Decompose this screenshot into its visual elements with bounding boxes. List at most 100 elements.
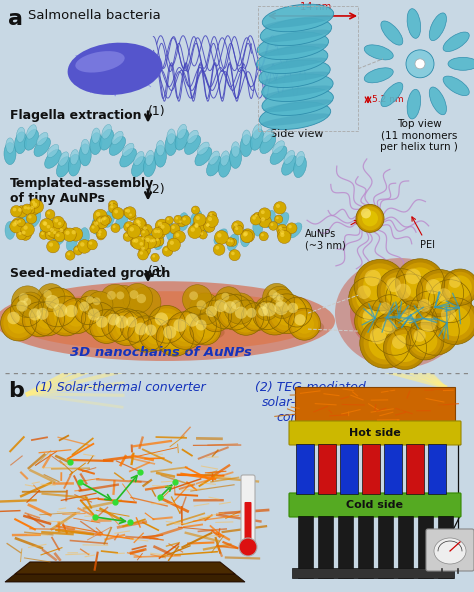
Bar bbox=[298, 516, 313, 578]
Ellipse shape bbox=[45, 150, 61, 168]
Circle shape bbox=[46, 295, 69, 319]
Ellipse shape bbox=[115, 214, 128, 230]
Ellipse shape bbox=[195, 147, 212, 166]
Circle shape bbox=[275, 302, 299, 326]
Ellipse shape bbox=[148, 318, 190, 337]
Circle shape bbox=[65, 250, 75, 260]
Circle shape bbox=[115, 316, 128, 329]
Circle shape bbox=[277, 227, 291, 241]
Circle shape bbox=[169, 314, 201, 346]
Circle shape bbox=[269, 221, 278, 230]
Circle shape bbox=[206, 306, 217, 317]
Circle shape bbox=[216, 246, 219, 250]
Circle shape bbox=[132, 239, 136, 243]
Ellipse shape bbox=[177, 124, 187, 139]
Text: (2): (2) bbox=[148, 183, 165, 196]
Circle shape bbox=[291, 311, 318, 338]
Circle shape bbox=[224, 301, 236, 314]
Ellipse shape bbox=[198, 142, 209, 155]
Circle shape bbox=[197, 300, 206, 310]
Circle shape bbox=[41, 232, 44, 235]
Circle shape bbox=[213, 244, 225, 255]
Circle shape bbox=[182, 285, 212, 314]
Circle shape bbox=[178, 307, 217, 345]
Circle shape bbox=[362, 210, 378, 226]
Circle shape bbox=[155, 228, 165, 239]
Circle shape bbox=[52, 216, 64, 229]
Circle shape bbox=[358, 207, 382, 230]
Ellipse shape bbox=[273, 141, 284, 154]
Circle shape bbox=[138, 223, 141, 227]
Circle shape bbox=[96, 212, 100, 216]
Ellipse shape bbox=[242, 130, 251, 145]
Circle shape bbox=[47, 211, 50, 214]
Ellipse shape bbox=[144, 155, 156, 176]
Circle shape bbox=[258, 298, 292, 332]
Circle shape bbox=[86, 296, 93, 304]
Ellipse shape bbox=[166, 324, 208, 343]
Circle shape bbox=[146, 325, 165, 345]
Circle shape bbox=[224, 302, 246, 323]
Circle shape bbox=[40, 218, 54, 232]
Circle shape bbox=[38, 288, 77, 327]
Circle shape bbox=[126, 224, 129, 227]
Circle shape bbox=[420, 317, 436, 332]
Circle shape bbox=[79, 301, 89, 311]
Circle shape bbox=[100, 284, 130, 314]
Circle shape bbox=[217, 233, 221, 237]
Text: Side view: Side view bbox=[270, 128, 324, 139]
Circle shape bbox=[210, 213, 212, 216]
Ellipse shape bbox=[178, 319, 220, 338]
Ellipse shape bbox=[74, 307, 106, 320]
Circle shape bbox=[22, 302, 57, 337]
Bar bbox=[296, 444, 314, 494]
Ellipse shape bbox=[154, 232, 164, 250]
Circle shape bbox=[395, 304, 435, 343]
Ellipse shape bbox=[262, 88, 333, 115]
Ellipse shape bbox=[101, 318, 139, 336]
Ellipse shape bbox=[260, 18, 332, 46]
Circle shape bbox=[39, 230, 48, 239]
Ellipse shape bbox=[100, 129, 114, 150]
Bar bbox=[406, 444, 424, 494]
Ellipse shape bbox=[178, 213, 189, 230]
Circle shape bbox=[98, 230, 101, 234]
Circle shape bbox=[125, 234, 128, 237]
Circle shape bbox=[357, 285, 371, 299]
Ellipse shape bbox=[79, 227, 90, 246]
Circle shape bbox=[65, 230, 70, 235]
Circle shape bbox=[261, 233, 264, 236]
Circle shape bbox=[109, 200, 118, 210]
Circle shape bbox=[166, 312, 204, 349]
Ellipse shape bbox=[15, 132, 27, 154]
Circle shape bbox=[233, 225, 243, 235]
Circle shape bbox=[260, 303, 267, 309]
Circle shape bbox=[288, 303, 298, 313]
Text: Hot side: Hot side bbox=[349, 428, 401, 438]
Circle shape bbox=[92, 312, 121, 341]
Circle shape bbox=[102, 215, 111, 224]
Circle shape bbox=[127, 224, 141, 238]
Circle shape bbox=[97, 232, 105, 240]
Circle shape bbox=[150, 237, 161, 247]
Circle shape bbox=[178, 219, 186, 227]
Circle shape bbox=[258, 307, 268, 316]
Circle shape bbox=[129, 214, 132, 216]
Circle shape bbox=[277, 224, 288, 235]
Circle shape bbox=[360, 318, 410, 368]
Circle shape bbox=[276, 204, 280, 208]
Circle shape bbox=[80, 242, 84, 247]
Circle shape bbox=[84, 305, 113, 334]
Circle shape bbox=[206, 224, 210, 227]
Circle shape bbox=[72, 230, 76, 234]
Circle shape bbox=[392, 300, 438, 346]
Circle shape bbox=[410, 291, 450, 332]
Circle shape bbox=[42, 221, 47, 226]
Circle shape bbox=[192, 221, 204, 234]
Circle shape bbox=[224, 293, 255, 324]
Ellipse shape bbox=[11, 305, 46, 321]
Circle shape bbox=[123, 313, 150, 340]
Circle shape bbox=[41, 291, 74, 324]
Circle shape bbox=[63, 228, 76, 242]
Text: PEI: PEI bbox=[412, 217, 435, 250]
